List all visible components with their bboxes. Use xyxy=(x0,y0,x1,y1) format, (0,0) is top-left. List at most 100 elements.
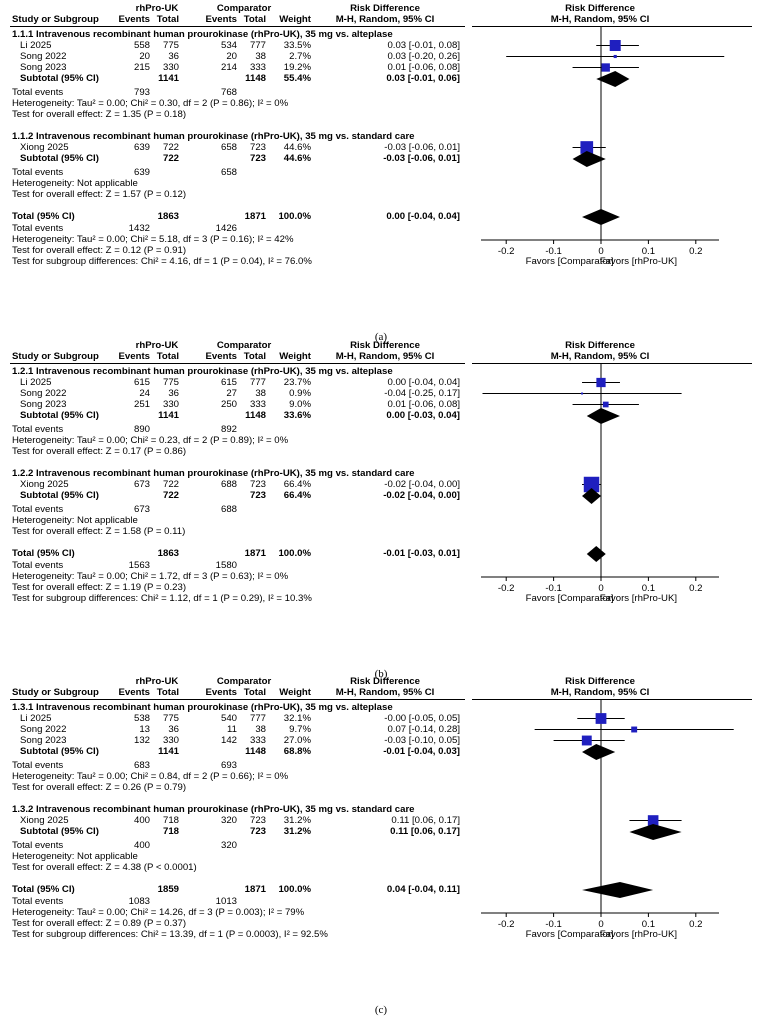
study-weight: 0.9% xyxy=(289,388,311,399)
subtotal-total-comparator: 723 xyxy=(249,490,266,501)
heterogeneity-text: Heterogeneity: Not applicable xyxy=(12,851,138,862)
subtotal-total-comparator: 723 xyxy=(249,826,266,837)
x-axis-tick-label: 0 xyxy=(598,583,603,594)
study-total-comparator: 38 xyxy=(255,388,266,399)
total-events-label: Total events xyxy=(12,87,64,98)
total-events-comparator: 658 xyxy=(220,167,237,178)
study-total-rhpro: 36 xyxy=(168,51,179,62)
total-events-label: Total events xyxy=(12,167,64,178)
header-group2-label: Comparator xyxy=(216,340,272,351)
study-total-rhpro: 775 xyxy=(162,377,179,388)
forest-plot-panel: rhPro-UK Comparator Risk Difference Risk Di… xyxy=(0,0,762,343)
study-events-rhpro: 639 xyxy=(133,142,150,153)
study-effect-square xyxy=(602,401,609,408)
x-axis-tick-label: 0 xyxy=(598,919,603,930)
header-group1-label: rhPro-UK xyxy=(135,340,179,351)
header-effect-method: M-H, Random, 95% CI xyxy=(335,14,435,25)
overall-effect-text: Test for overall effect: Z = 1.57 (P = 0… xyxy=(12,189,187,200)
study-effect-square xyxy=(631,726,638,733)
subtotal-weight: 68.8% xyxy=(283,746,311,757)
total-events-label: Total events xyxy=(12,760,64,771)
header-events-label: Events xyxy=(118,351,150,362)
total-events-rhpro: 890 xyxy=(133,424,150,435)
total-weight: 100.0% xyxy=(278,211,311,222)
study-total-rhpro: 775 xyxy=(162,713,179,724)
total-events-comparator: 1580 xyxy=(215,560,237,571)
total-events-comparator: 1426 xyxy=(215,223,237,234)
heterogeneity-text: Heterogeneity: Tau² = 0.00; Chi² = 0.84,… xyxy=(12,771,289,782)
subtotal-weight: 31.2% xyxy=(283,826,311,837)
subtotal-risk-difference: -0.03 [-0.06, 0.01] xyxy=(383,153,460,164)
study-risk-difference: 0.01 [-0.06, 0.08] xyxy=(387,399,460,410)
study-events-comparator: 688 xyxy=(220,479,237,490)
header-total-label: Total xyxy=(243,351,266,362)
study-total-rhpro: 36 xyxy=(168,388,179,399)
overall-effect-text: Test for overall effect: Z = 4.38 (P < 0… xyxy=(12,862,197,873)
study-events-comparator: 540 xyxy=(220,713,237,724)
study-total-comparator: 777 xyxy=(249,40,266,51)
header-study-label: Study or Subgroup xyxy=(12,351,99,362)
study-events-comparator: 615 xyxy=(220,377,237,388)
header-plot-title: Risk Difference xyxy=(565,676,635,687)
total-diamond xyxy=(582,209,620,225)
study-name: Song 2022 xyxy=(20,724,67,735)
subtotal-label: Subtotal (95% CI) xyxy=(20,826,99,837)
subtotal-risk-difference: -0.02 [-0.04, 0.00] xyxy=(383,490,460,501)
total-events-label: Total events xyxy=(12,223,64,234)
study-weight: 9.7% xyxy=(289,724,311,735)
study-weight: 9.0% xyxy=(289,399,311,410)
study-events-comparator: 20 xyxy=(226,51,237,62)
total-events-comparator: 768 xyxy=(220,87,237,98)
study-events-comparator: 142 xyxy=(220,735,237,746)
x-axis-tick-label: 0.2 xyxy=(689,246,702,257)
subtotal-label: Subtotal (95% CI) xyxy=(20,746,99,757)
subtotal-total-rhpro: 718 xyxy=(162,826,179,837)
header-events-label: Events xyxy=(205,14,237,25)
total-diamond xyxy=(582,882,654,898)
total-risk-difference: -0.01 [-0.03, 0.01] xyxy=(383,548,460,559)
x-axis-tick-label: 0.1 xyxy=(642,919,655,930)
study-events-rhpro: 13 xyxy=(139,724,150,735)
x-axis-tick-label: -0.2 xyxy=(498,583,515,594)
study-events-comparator: 11 xyxy=(227,724,237,735)
x-axis-tick-label: 0.2 xyxy=(689,919,702,930)
subtotal-diamond xyxy=(629,824,682,840)
study-events-rhpro: 24 xyxy=(139,388,150,399)
subtotal-weight: 66.4% xyxy=(283,490,311,501)
total-events-comparator: 892 xyxy=(220,424,237,435)
study-events-rhpro: 251 xyxy=(133,399,150,410)
header-total-label: Total xyxy=(156,14,179,25)
header-total-label: Total xyxy=(243,14,266,25)
study-total-comparator: 723 xyxy=(249,815,266,826)
study-weight: 2.7% xyxy=(289,51,311,62)
heterogeneity-text: Heterogeneity: Tau² = 0.00; Chi² = 0.23,… xyxy=(12,435,289,446)
study-name: Song 2023 xyxy=(20,62,67,73)
study-events-comparator: 27 xyxy=(226,388,237,399)
total-events-label: Total events xyxy=(12,560,64,571)
subtotal-total-comparator: 723 xyxy=(249,153,266,164)
subtotal-weight: 44.6% xyxy=(283,153,311,164)
study-total-comparator: 723 xyxy=(249,142,266,153)
study-name: Li 2025 xyxy=(20,40,52,51)
study-events-rhpro: 215 xyxy=(133,62,150,73)
subtotal-total-comparator: 1148 xyxy=(245,746,266,757)
header-effect-title: Risk Difference xyxy=(350,340,420,351)
study-total-comparator: 777 xyxy=(249,377,266,388)
header-effect-method: M-H, Random, 95% CI xyxy=(335,351,435,362)
study-total-rhpro: 330 xyxy=(162,399,179,410)
header-total-label: Total xyxy=(243,687,266,698)
subgroup-title: 1.2.2 Intravenous recombinant human prou… xyxy=(12,468,415,479)
favors-rhpro-label: Favors [rhPro-UK] xyxy=(600,929,677,940)
subtotal-weight: 55.4% xyxy=(283,73,311,84)
overall-effect-text: Test for overall effect: Z = 1.35 (P = 0… xyxy=(12,109,187,120)
header-group1-label: rhPro-UK xyxy=(135,676,179,687)
study-total-rhpro: 722 xyxy=(162,479,179,490)
favors-comparator-label: Favors [Comparator] xyxy=(526,929,614,940)
header-events-label: Events xyxy=(205,351,237,362)
favors-rhpro-label: Favors [rhPro-UK] xyxy=(600,593,677,604)
total-diamond xyxy=(586,546,606,562)
study-weight: 33.5% xyxy=(283,40,311,51)
study-events-rhpro: 538 xyxy=(133,713,150,724)
study-total-rhpro: 36 xyxy=(168,724,179,735)
header-effect-method: M-H, Random, 95% CI xyxy=(335,687,435,698)
